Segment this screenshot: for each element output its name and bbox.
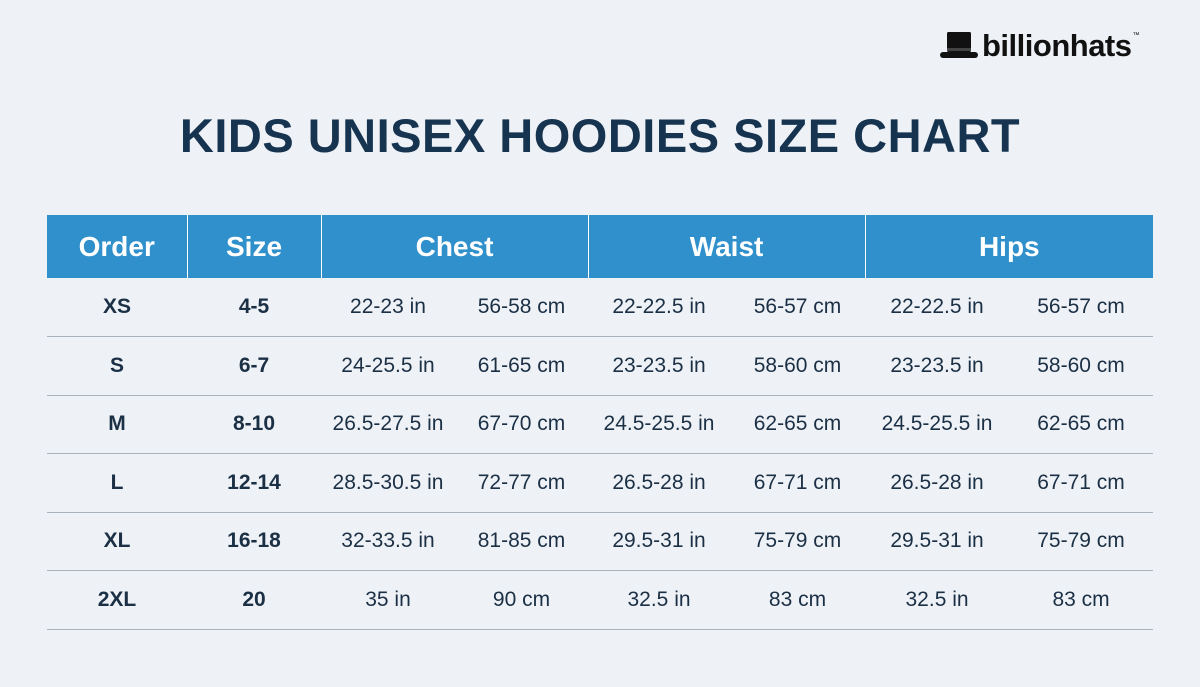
chest-in-cell: 26.5-27.5 in (321, 395, 455, 454)
order-cell: 2XL (47, 570, 187, 630)
waist-in-cell: 23-23.5 in (588, 336, 731, 396)
chest-cm-cell: 61-65 cm (455, 336, 589, 396)
hips-cm-cell: 56-57 cm (1009, 278, 1154, 337)
waist-cm-cell: 62-65 cm (730, 395, 866, 454)
hips-cm-cell: 58-60 cm (1009, 336, 1154, 396)
waist-cm-cell: 83 cm (730, 570, 866, 630)
chest-in-cell: 28.5-30.5 in (321, 453, 455, 513)
table-row: M 8-10 26.5-27.5 in 67-70 cm 24.5-25.5 i… (47, 395, 1154, 454)
size-cell: 6-7 (187, 336, 321, 396)
chest-cm-cell: 67-70 cm (455, 395, 589, 454)
chest-in-cell: 35 in (321, 570, 455, 630)
brand-logo: billionhats ™ (940, 28, 1140, 64)
brand-name: billionhats (982, 28, 1132, 63)
hips-cm-cell: 62-65 cm (1009, 395, 1154, 454)
chest-in-cell: 22-23 in (321, 278, 455, 337)
size-cell: 16-18 (187, 512, 321, 571)
table-body: XS 4-5 22-23 in 56-58 cm 22-22.5 in 56-5… (47, 278, 1154, 630)
hips-in-cell: 32.5 in (865, 570, 1010, 630)
hips-in-cell: 22-22.5 in (865, 278, 1010, 337)
header-hips: Hips (865, 215, 1154, 278)
table-row: L 12-14 28.5-30.5 in 72-77 cm 26.5-28 in… (47, 453, 1154, 513)
header-size: Size (187, 215, 322, 278)
hips-cm-cell: 67-71 cm (1009, 453, 1154, 513)
table-row: 2XL 20 35 in 90 cm 32.5 in 83 cm 32.5 in… (47, 570, 1154, 630)
chest-cm-cell: 72-77 cm (455, 453, 589, 513)
hips-cm-cell: 75-79 cm (1009, 512, 1154, 571)
size-chart-table: Order Size Chest Waist Hips XS 4-5 22-23… (47, 215, 1154, 630)
hips-in-cell: 29.5-31 in (865, 512, 1010, 571)
chest-cm-cell: 81-85 cm (455, 512, 589, 571)
header-order: Order (47, 215, 188, 278)
chest-in-cell: 24-25.5 in (321, 336, 455, 396)
chest-cm-cell: 56-58 cm (455, 278, 589, 337)
waist-in-cell: 22-22.5 in (588, 278, 731, 337)
header-waist: Waist (588, 215, 866, 278)
table-row: XL 16-18 32-33.5 in 81-85 cm 29.5-31 in … (47, 512, 1154, 571)
table-row: XS 4-5 22-23 in 56-58 cm 22-22.5 in 56-5… (47, 278, 1154, 337)
size-cell: 4-5 (187, 278, 321, 337)
header-chest: Chest (321, 215, 589, 278)
header-row: Order Size Chest Waist Hips (47, 215, 1154, 278)
waist-in-cell: 24.5-25.5 in (588, 395, 731, 454)
size-cell: 20 (187, 570, 321, 630)
order-cell: S (47, 336, 187, 396)
waist-cm-cell: 75-79 cm (730, 512, 866, 571)
page-title: KIDS UNISEX HOODIES SIZE CHART (179, 109, 1021, 162)
waist-cm-cell: 58-60 cm (730, 336, 866, 396)
waist-cm-cell: 56-57 cm (730, 278, 866, 337)
order-cell: XL (47, 512, 187, 571)
chest-in-cell: 32-33.5 in (321, 512, 455, 571)
order-cell: M (47, 395, 187, 454)
waist-cm-cell: 67-71 cm (730, 453, 866, 513)
order-cell: L (47, 453, 187, 513)
order-cell: XS (47, 278, 187, 337)
hips-in-cell: 23-23.5 in (865, 336, 1010, 396)
size-cell: 12-14 (187, 453, 321, 513)
waist-in-cell: 26.5-28 in (588, 453, 731, 513)
hips-cm-cell: 83 cm (1009, 570, 1154, 630)
top-hat-icon (940, 32, 978, 58)
waist-in-cell: 29.5-31 in (588, 512, 731, 571)
table-row: S 6-7 24-25.5 in 61-65 cm 23-23.5 in 58-… (47, 336, 1154, 396)
table-header: Order Size Chest Waist Hips (47, 215, 1154, 278)
brand-trademark: ™ (1132, 32, 1140, 39)
chest-cm-cell: 90 cm (455, 570, 589, 630)
size-cell: 8-10 (187, 395, 321, 454)
hips-in-cell: 26.5-28 in (865, 453, 1010, 513)
hips-in-cell: 24.5-25.5 in (865, 395, 1010, 454)
waist-in-cell: 32.5 in (588, 570, 731, 630)
